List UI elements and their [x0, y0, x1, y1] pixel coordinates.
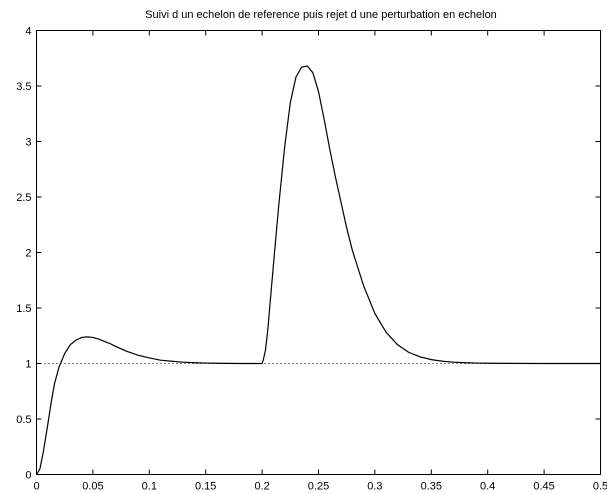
- x-tick-label: 0: [33, 481, 39, 493]
- series-layer: [35, 65, 601, 475]
- plot-area: [36, 30, 601, 475]
- x-axis: 0 0.05 0.1 0.15 0.2 0.25 0.3 0.35 0.4 0.45 0.5: [33, 30, 607, 493]
- x-tick-label: 0.05: [82, 481, 103, 493]
- y-tick-label: 1.5: [16, 303, 31, 315]
- x-tick-label: 0.3: [367, 481, 382, 493]
- x-tick-label: 0.15: [195, 481, 216, 493]
- y-tick-label: 2: [25, 248, 31, 260]
- chart-title: Suivi d un echelon de reference puis rej…: [145, 9, 497, 21]
- y-tick-label: 3: [25, 137, 31, 149]
- y-tick-label: 2.5: [16, 192, 31, 204]
- y-axis: 0 0.5 1 1.5 2 2.5 3 3.5 4: [16, 26, 601, 482]
- x-tick-label: 0.4: [480, 481, 495, 493]
- y-tick-label: 0.5: [16, 414, 31, 426]
- x-tick-label: 0.45: [533, 481, 554, 493]
- x-tick-label: 0.5: [593, 481, 607, 493]
- response-line: [35, 65, 601, 475]
- x-tick-label: 0.2: [254, 481, 269, 493]
- y-tick-label: 4: [25, 26, 31, 38]
- x-tick-label: 0.1: [142, 481, 157, 493]
- y-tick-label: 3.5: [16, 81, 31, 93]
- y-tick-label: 1: [25, 359, 31, 371]
- x-tick-label: 0.25: [308, 481, 329, 493]
- x-tick-label: 0.35: [421, 481, 442, 493]
- y-tick-label: 0: [25, 470, 31, 482]
